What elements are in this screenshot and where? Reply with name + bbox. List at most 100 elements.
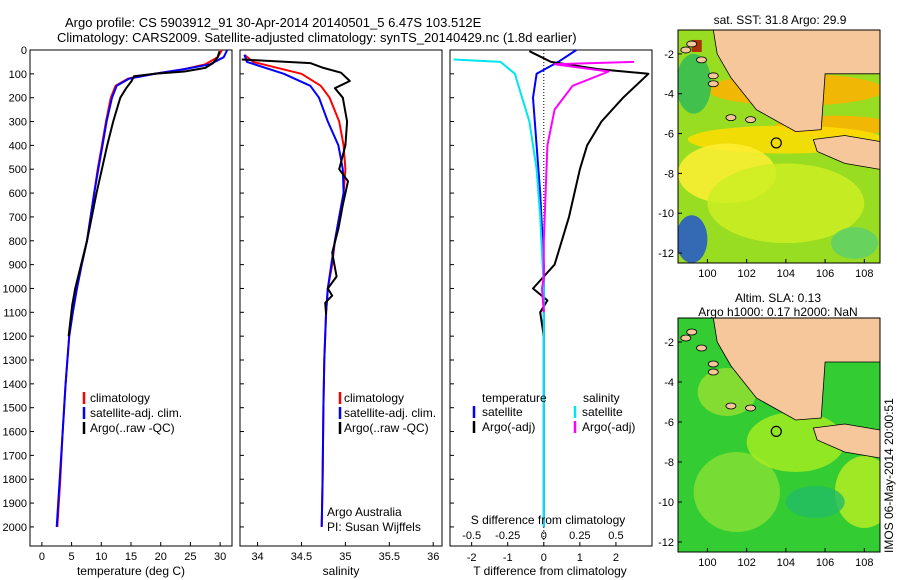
y-tick-label: 1800 — [3, 474, 27, 486]
x-tick-label: 15 — [125, 551, 137, 563]
y-tick-label: 1300 — [3, 355, 27, 367]
lat-tick-label: -8 — [664, 457, 674, 469]
island — [725, 402, 737, 410]
y-tick-label: 2000 — [3, 522, 27, 534]
map-frame — [677, 317, 881, 553]
island — [680, 46, 692, 54]
y-tick-label: 700 — [9, 212, 27, 224]
sst-patch — [707, 163, 865, 244]
map-frame — [677, 29, 881, 264]
lat-tick-label: -2 — [664, 49, 674, 61]
x-tick-label: 20 — [155, 551, 167, 563]
lon-tick-label: 104 — [777, 557, 795, 569]
legend-argo-label: Argo(..raw -QC) — [344, 421, 429, 435]
lon-tick-label: 108 — [855, 557, 873, 569]
legend-s-satellite-label: satellite — [582, 405, 623, 419]
difference-legend: temperature salinity satellite Argo(-adj… — [472, 391, 635, 434]
lat-tick-label: -8 — [664, 168, 674, 180]
legend-t-satellite-label: satellite — [482, 405, 523, 419]
imos-timestamp-label: IMOS 06-May-2014 20:00:51 — [882, 398, 896, 553]
x-tick-label: -2 — [467, 552, 477, 564]
series-line-climatology — [56, 49, 223, 527]
island — [686, 40, 698, 48]
salinity-xlabel: salinity — [323, 564, 360, 578]
y-tick-label: 900 — [9, 260, 27, 272]
sst-map: 100 102 104 106 108 -2 -4 -6 -8 -10 -12 — [658, 29, 881, 280]
legend-climatology-label: climatology — [344, 391, 404, 405]
s-tick-label: -0.25 — [495, 530, 520, 542]
java-land — [812, 135, 880, 170]
s-tick-label: 0.25 — [569, 530, 590, 542]
y-tick-label: 1000 — [3, 283, 27, 295]
y-tick-label: 100 — [9, 69, 27, 81]
credit-argo-australia: Argo Australia — [327, 505, 402, 519]
java-land — [812, 423, 880, 459]
y-tick-label: 1200 — [3, 331, 27, 343]
series-line-satellite — [55, 49, 229, 527]
x-tick-label: 25 — [184, 551, 196, 563]
series-line-satellite — [532, 49, 577, 527]
x-tick-label: 0 — [541, 552, 547, 564]
x-tick-label: 5 — [69, 551, 75, 563]
legend-t-argo-label: Argo(-adj) — [482, 420, 535, 434]
island — [707, 80, 719, 88]
y-tick-label: 800 — [9, 236, 27, 248]
y-tick-label: 1400 — [3, 379, 27, 391]
y-tick-label: 0 — [21, 45, 27, 57]
lon-tick-label: 102 — [737, 557, 755, 569]
sst-hot-pixel — [691, 39, 702, 52]
y-tick-label: 200 — [9, 93, 27, 105]
sumatra-land — [712, 30, 880, 133]
lat-tick-label: -6 — [664, 417, 674, 429]
series-line-s_argo — [541, 60, 635, 313]
credit-pi: PI: Susan Wijffels — [327, 520, 421, 534]
lat-tick-label: -4 — [664, 89, 674, 101]
island — [745, 116, 756, 124]
x-tick-label: 34.5 — [291, 551, 312, 563]
lat-tick-label: -6 — [664, 129, 674, 141]
sla-patch — [785, 486, 845, 518]
difference-panel-frame — [449, 49, 653, 547]
sla-map-title: Altim. SLA: 0.13 — [735, 291, 821, 305]
salinity-plot: 34 34.5 35 35.5 36 — [240, 49, 439, 563]
series-line-argo — [241, 58, 351, 315]
island — [745, 404, 756, 412]
sst-map-title: sat. SST: 31.8 Argo: 29.9 — [714, 13, 847, 27]
legend-salinity-title: salinity — [583, 391, 620, 405]
salinity-legend: climatology satellite-adj. clim. Argo(..… — [327, 391, 436, 534]
lat-tick-label: -12 — [658, 248, 674, 260]
x-tick-label: 0 — [39, 551, 45, 563]
lon-tick-label: 100 — [698, 557, 716, 569]
y-tick-label: 300 — [9, 117, 27, 129]
lat-tick-label: -10 — [658, 497, 674, 509]
legend-s-argo-label: Argo(-adj) — [582, 420, 635, 434]
s-difference-xlabel: S difference from climatology — [471, 513, 626, 527]
lon-tick-label: 100 — [698, 268, 716, 280]
argo-location-marker — [770, 137, 782, 149]
lat-tick-label: -4 — [664, 377, 674, 389]
island — [707, 72, 719, 80]
salinity-panel-frame — [239, 49, 443, 547]
sst-patch — [830, 227, 879, 260]
x-tick-label: 1 — [577, 552, 583, 564]
y-tick-label: 1500 — [3, 403, 27, 415]
legend-temperature-title: temperature — [482, 391, 547, 405]
x-tick-label: -1 — [503, 552, 513, 564]
sumatra-land — [712, 318, 880, 421]
y-tick-label: 1600 — [3, 427, 27, 439]
legend-satellite-label: satellite-adj. clim. — [344, 406, 436, 420]
island — [696, 56, 707, 64]
temperature-legend: climatology satellite-adj. clim. Argo(..… — [82, 391, 182, 435]
y-tick-label: 1700 — [3, 450, 27, 462]
sla-patch — [693, 452, 780, 532]
lon-tick-label: 108 — [855, 268, 873, 280]
island — [696, 344, 707, 352]
island — [680, 334, 692, 342]
lon-tick-label: 102 — [737, 268, 755, 280]
lat-tick-label: -10 — [658, 208, 674, 220]
y-tick-label: 600 — [9, 188, 27, 200]
x-tick-label: 36 — [427, 551, 439, 563]
sla-map-subtitle: Argo h1000: 0.17 h2000: NaN — [698, 305, 857, 319]
